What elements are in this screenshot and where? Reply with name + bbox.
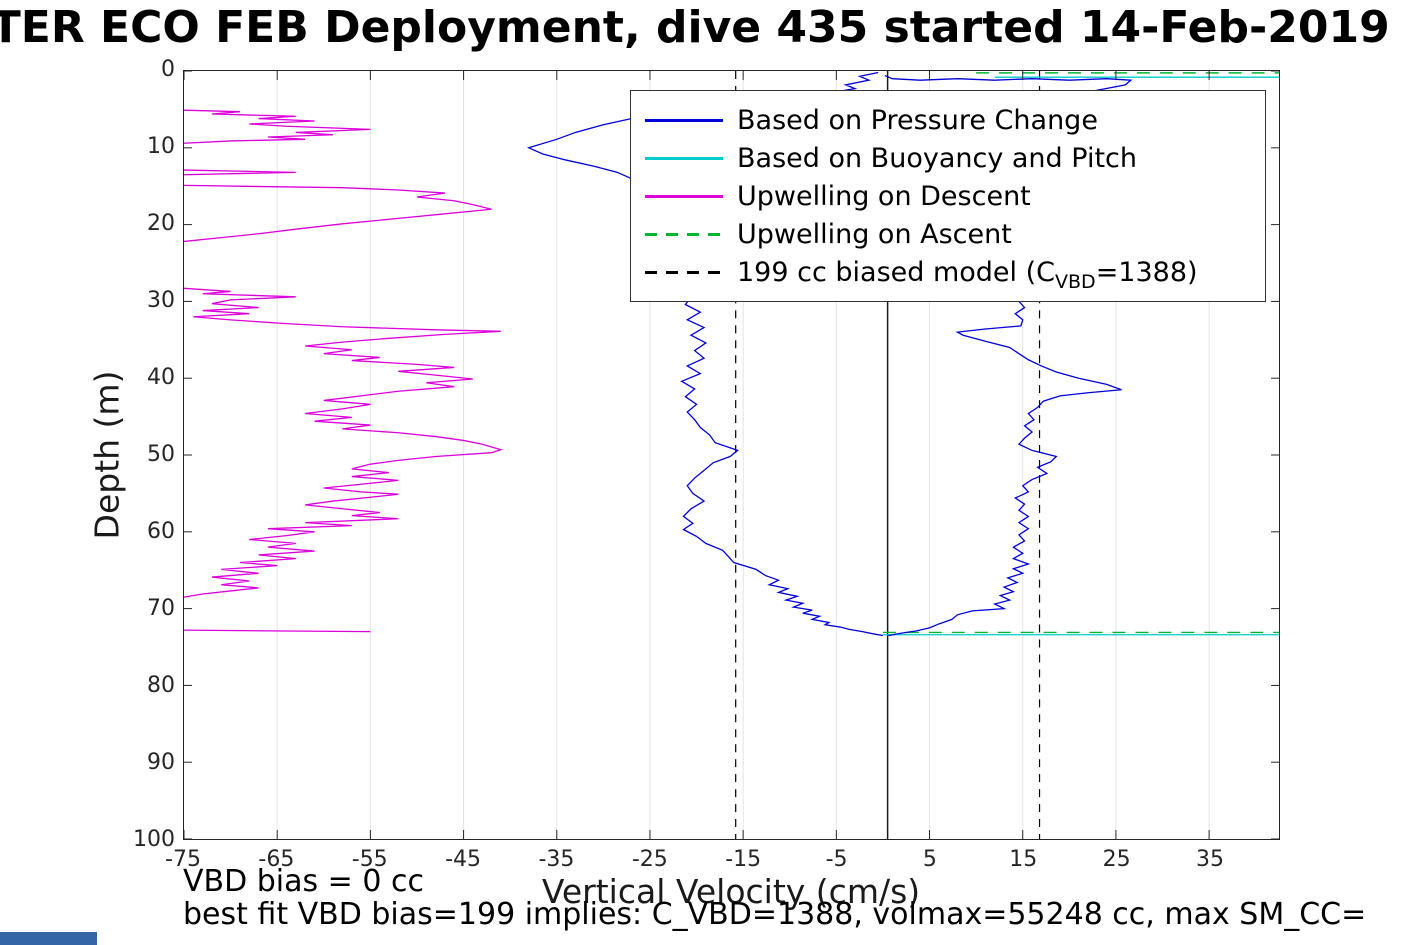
- best-fit-annotation: best fit VBD bias=199 implies: C_VBD=138…: [183, 897, 1367, 932]
- legend-items: Based on Pressure Change Based on Buoyanc…: [645, 101, 1251, 293]
- legend-item: 199 cc biased model (CVBD=1388): [645, 253, 1251, 293]
- series-upwelling-descent: [184, 629, 371, 633]
- y-tick-label: 70: [147, 596, 175, 621]
- legend-line-sample: [645, 118, 723, 122]
- x-tick-label: -75: [165, 847, 201, 872]
- x-tick-label: -25: [631, 847, 668, 872]
- x-tick-label: -35: [538, 847, 575, 872]
- x-tick-label: -5: [825, 847, 848, 872]
- legend-item: Based on Pressure Change: [645, 101, 1251, 139]
- y-tick-label: 80: [147, 673, 175, 698]
- x-tick-label: -65: [258, 847, 295, 872]
- legend-label: Based on Buoyancy and Pitch: [737, 142, 1137, 174]
- legend-label: Based on Pressure Change: [737, 104, 1098, 136]
- series-upwelling-descent: [184, 184, 492, 243]
- x-tick-label: -45: [445, 847, 482, 872]
- y-tick-label: 0: [161, 57, 175, 82]
- legend-item: Based on Buoyancy and Pitch: [645, 139, 1251, 177]
- chart-title: LTER ECO FEB Deployment, dive 435 starte…: [0, 2, 1390, 53]
- y-tick-label: 30: [147, 288, 175, 313]
- x-tick-label: 5: [922, 847, 937, 872]
- x-axis-label: Vertical Velocity (cm/s): [541, 872, 921, 911]
- series-upwelling-descent: [184, 169, 296, 176]
- y-tick-label: 20: [147, 211, 175, 236]
- y-tick-label: 40: [147, 365, 175, 390]
- legend-label: 199 cc biased model (CVBD=1388): [737, 256, 1198, 293]
- x-tick-label: -55: [351, 847, 388, 872]
- taskbar-fragment[interactable]: [0, 932, 97, 945]
- series-upwelling-descent: [184, 287, 504, 598]
- legend-label: Upwelling on Descent: [737, 180, 1031, 212]
- x-tick-label: 15: [1009, 847, 1038, 872]
- legend-line-sample: [645, 194, 723, 198]
- y-tick-label: 60: [147, 519, 175, 544]
- vbd-bias-annotation: VBD bias = 0 cc: [183, 864, 424, 899]
- legend-line-sample: [645, 156, 723, 160]
- legend-line-sample: [645, 232, 723, 236]
- series-pressure: [526, 71, 884, 637]
- legend-item: Upwelling on Descent: [645, 177, 1251, 215]
- legend-box: Based on Pressure Change Based on Buoyanc…: [630, 90, 1266, 302]
- x-tick-label: 35: [1195, 847, 1224, 872]
- x-tick-label: -15: [725, 847, 762, 872]
- legend-line-sample: [645, 270, 723, 274]
- legend-item: Upwelling on Ascent: [645, 215, 1251, 253]
- y-tick-label: 10: [147, 134, 175, 159]
- x-tick-label: 25: [1102, 847, 1131, 872]
- series-upwelling-descent: [184, 109, 371, 144]
- legend-label: Upwelling on Ascent: [737, 218, 1012, 250]
- y-tick-label: 100: [133, 827, 175, 852]
- y-tick-label: 90: [147, 750, 175, 775]
- y-tick-label: 50: [147, 442, 175, 467]
